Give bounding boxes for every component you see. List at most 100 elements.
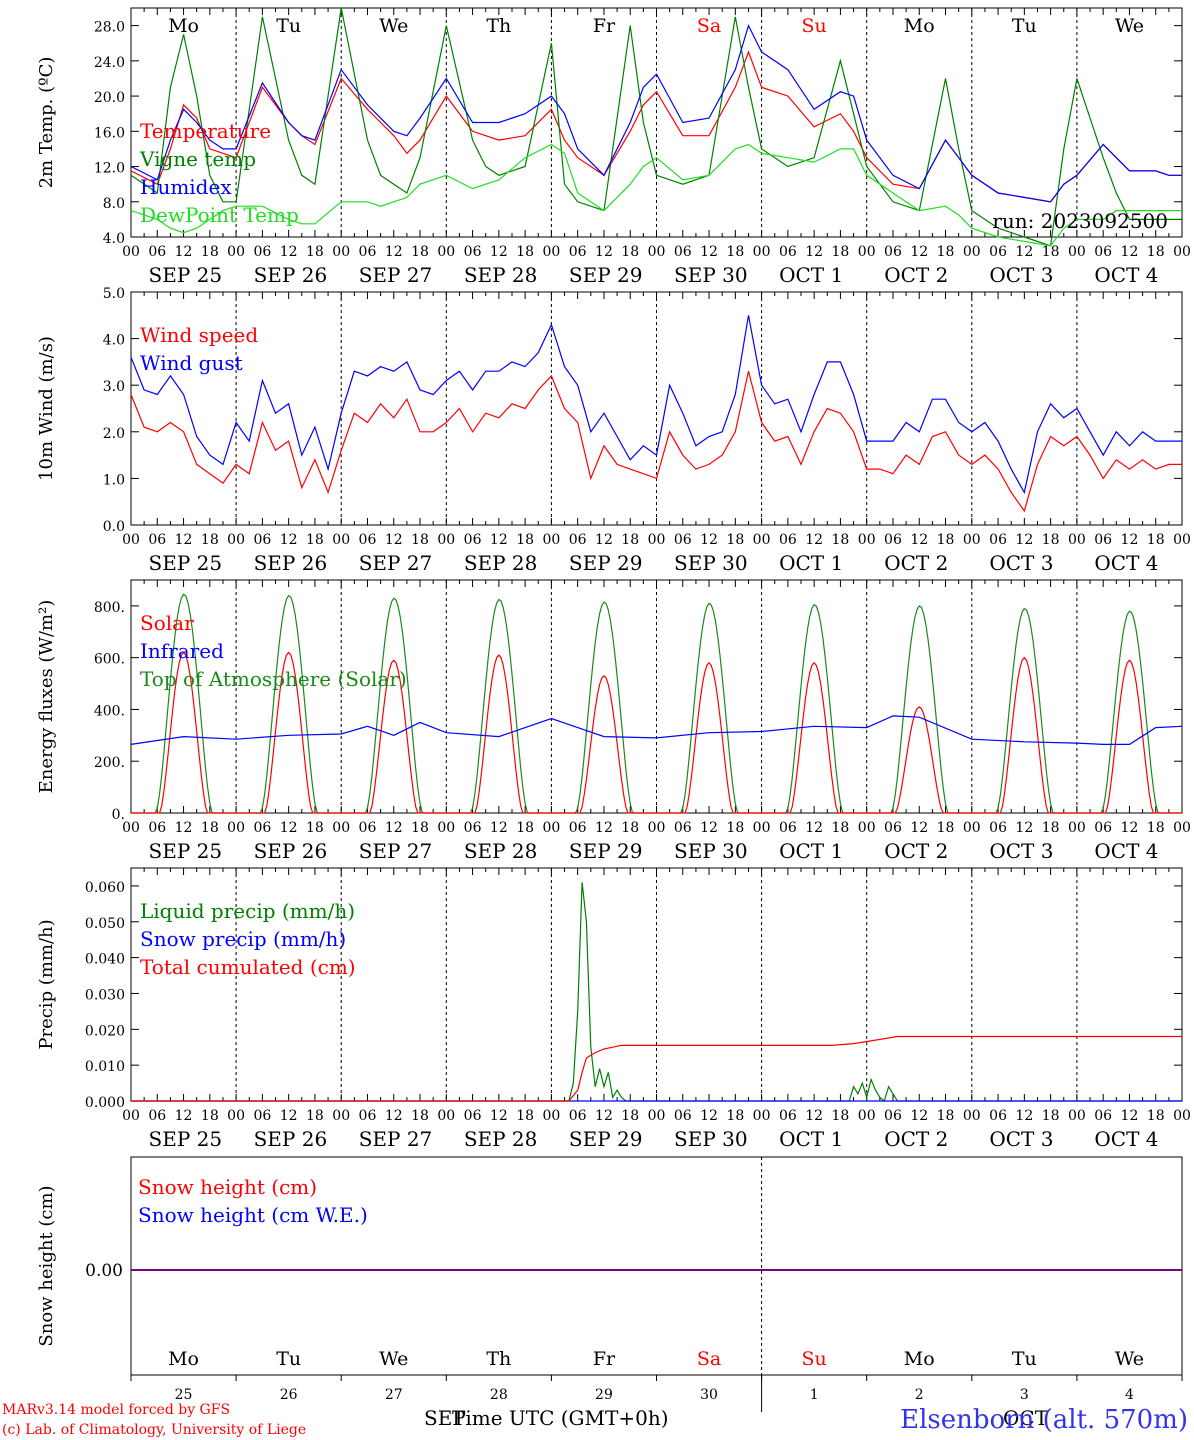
x-hour-tick-label: 18 xyxy=(306,820,324,836)
x-date-label: SEP 28 xyxy=(464,551,538,575)
x-hour-tick-label: 18 xyxy=(832,532,850,548)
x-hour-tick-label: 00 xyxy=(122,532,140,548)
x-hour-tick-label: 00 xyxy=(227,532,245,548)
x-hour-tick-label: 00 xyxy=(1173,1108,1191,1124)
x-hour-tick-label: 00 xyxy=(332,532,350,548)
x-date-label: SEP 25 xyxy=(149,263,223,287)
day-number-label: 26 xyxy=(280,1387,298,1403)
x-hour-tick-label: 12 xyxy=(1121,532,1139,548)
x-hour-tick-label: 06 xyxy=(569,244,587,260)
y-tick-label: 0.060 xyxy=(85,880,125,896)
legend-entry: Top of Atmosphere (Solar) xyxy=(140,667,407,691)
x-date-label: SEP 29 xyxy=(569,263,643,287)
x-hour-tick-label: 18 xyxy=(411,820,429,836)
x-date-label: SEP 25 xyxy=(149,1127,223,1151)
y-tick-label: 800. xyxy=(94,600,125,616)
y-tick-label: 16.0 xyxy=(94,125,125,141)
legend-entry: Vigne temp xyxy=(139,147,256,171)
x-date-label: SEP 27 xyxy=(359,839,433,863)
x-hour-tick-label: 06 xyxy=(1094,1108,1112,1124)
weekday-label: Th xyxy=(486,15,511,37)
y-tick-label: 0.010 xyxy=(85,1059,125,1075)
x-hour-tick-label: 12 xyxy=(1015,244,1033,260)
x-hour-tick-label: 18 xyxy=(516,820,534,836)
x-date-label: OCT 3 xyxy=(989,1127,1053,1151)
x-hour-tick-label: 06 xyxy=(148,1108,166,1124)
y-tick-label: 0.000 xyxy=(85,1095,125,1111)
x-hour-tick-label: 12 xyxy=(805,820,823,836)
x-date-label: OCT 2 xyxy=(884,551,948,575)
weekday-label: Tu xyxy=(276,1348,301,1370)
legend-entry: Liquid precip (mm/h) xyxy=(140,899,355,923)
x-hour-tick-label: 18 xyxy=(621,244,639,260)
x-hour-tick-label: 18 xyxy=(516,1108,534,1124)
x-hour-tick-label: 18 xyxy=(1042,1108,1060,1124)
weekday-label: Mo xyxy=(168,15,199,37)
x-hour-tick-label: 18 xyxy=(516,244,534,260)
x-hour-tick-label: 12 xyxy=(490,820,508,836)
x-date-label: SEP 27 xyxy=(359,263,433,287)
x-date-label: OCT 4 xyxy=(1094,1127,1158,1151)
x-hour-tick-label: 00 xyxy=(332,820,350,836)
x-hour-tick-label: 06 xyxy=(779,1108,797,1124)
credit-line-2: (c) Lab. of Climatology, University of L… xyxy=(2,1422,306,1438)
x-hour-tick-label: 12 xyxy=(385,244,403,260)
weekday-label: Fr xyxy=(593,1348,616,1370)
x-date-label: OCT 1 xyxy=(779,839,843,863)
x-hour-tick-label: 06 xyxy=(884,1108,902,1124)
x-hour-tick-label: 00 xyxy=(753,532,771,548)
x-date-label: SEP 25 xyxy=(149,839,223,863)
x-hour-tick-label: 00 xyxy=(1173,244,1191,260)
x-hour-tick-label: 18 xyxy=(621,532,639,548)
x-hour-tick-label: 00 xyxy=(858,532,876,548)
x-hour-tick-label: 06 xyxy=(359,1108,377,1124)
x-hour-tick-label: 00 xyxy=(332,244,350,260)
x-hour-tick-label: 12 xyxy=(595,244,613,260)
x-date-label: OCT 3 xyxy=(989,839,1053,863)
y-tick-label: 20.0 xyxy=(94,90,125,106)
x-hour-tick-label: 18 xyxy=(726,820,744,836)
x-date-label: SEP 26 xyxy=(254,263,328,287)
x-hour-tick-label: 12 xyxy=(490,1108,508,1124)
x-hour-tick-label: 00 xyxy=(437,1108,455,1124)
x-date-label: SEP 30 xyxy=(674,551,748,575)
station-title: Elsenborn (alt. 570m) xyxy=(900,1405,1188,1435)
x-date-label: SEP 26 xyxy=(254,551,328,575)
x-hour-tick-label: 06 xyxy=(359,244,377,260)
weekday-label: We xyxy=(1115,1348,1144,1370)
x-hour-tick-label: 18 xyxy=(726,532,744,548)
x-hour-tick-label: 12 xyxy=(490,244,508,260)
x-hour-tick-label: 18 xyxy=(937,244,955,260)
y-tick-label: 28.0 xyxy=(94,20,125,36)
x-hour-tick-label: 12 xyxy=(910,532,928,548)
x-date-label: SEP 26 xyxy=(254,1127,328,1151)
x-hour-tick-label: 18 xyxy=(1147,244,1165,260)
x-hour-tick-label: 00 xyxy=(122,244,140,260)
series-green-line xyxy=(130,7,1182,247)
y-tick-label: 24.0 xyxy=(94,55,125,71)
y-axis-label: 2m Temp. (ºC) xyxy=(36,57,57,189)
x-hour-tick-label: 18 xyxy=(516,532,534,548)
x-hour-tick-label: 06 xyxy=(884,244,902,260)
x-hour-tick-label: 06 xyxy=(359,532,377,548)
weekday-label: Mo xyxy=(904,15,935,37)
x-hour-tick-label: 12 xyxy=(700,244,718,260)
x-hour-tick-label: 00 xyxy=(1173,820,1191,836)
x-hour-tick-label: 18 xyxy=(1042,820,1060,836)
x-hour-tick-label: 12 xyxy=(1015,532,1033,548)
x-hour-tick-label: 18 xyxy=(1042,244,1060,260)
x-hour-tick-label: 00 xyxy=(963,1108,981,1124)
x-date-label: OCT 1 xyxy=(779,263,843,287)
x-hour-tick-label: 00 xyxy=(332,1108,350,1124)
x-hour-tick-label: 00 xyxy=(858,820,876,836)
x-hour-tick-label: 18 xyxy=(411,1108,429,1124)
y-axis-label: Energy fluxes (W/m²) xyxy=(36,600,57,794)
x-hour-tick-label: 06 xyxy=(884,532,902,548)
x-hour-tick-label: 12 xyxy=(910,820,928,836)
x-hour-tick-label: 06 xyxy=(779,820,797,836)
y-tick-label: 0.050 xyxy=(85,916,125,932)
x-hour-tick-label: 12 xyxy=(175,1108,193,1124)
x-hour-tick-label: 00 xyxy=(437,532,455,548)
day-number-label: 1 xyxy=(810,1387,819,1403)
x-hour-tick-label: 06 xyxy=(464,1108,482,1124)
